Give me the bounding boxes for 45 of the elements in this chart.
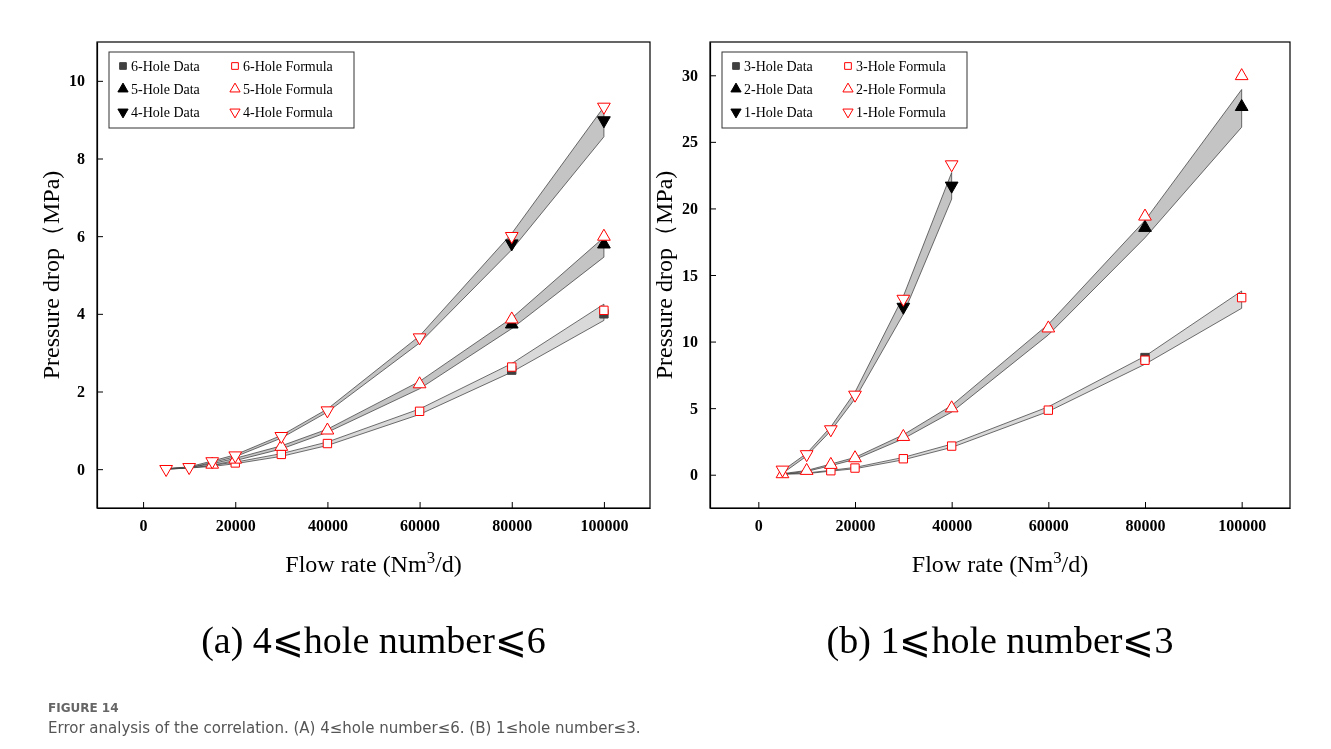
y-tick-label: 8 bbox=[77, 150, 85, 168]
y-tick-label: 10 bbox=[69, 72, 85, 90]
y-tick-label: 25 bbox=[682, 133, 698, 151]
y-tick-label: 6 bbox=[77, 227, 85, 245]
legend-label: 3-Hole Data bbox=[744, 59, 814, 74]
y-tick-label: 2 bbox=[77, 383, 85, 401]
legend-label: 6-Hole Formula bbox=[243, 59, 334, 74]
legend-label: 1-Hole Formula bbox=[856, 105, 947, 120]
y-tick-label: 30 bbox=[682, 66, 698, 84]
x-tick-label: 80000 bbox=[1125, 517, 1166, 535]
x-tick-label: 80000 bbox=[492, 517, 533, 535]
legend-label: 1-Hole Data bbox=[744, 105, 814, 120]
legend-label: 4-Hole Formula bbox=[243, 105, 334, 120]
x-tick-label: 40000 bbox=[307, 517, 348, 535]
y-tick-label: 0 bbox=[77, 460, 85, 478]
x-tick-label: 100000 bbox=[580, 517, 629, 535]
y-tick-label: 4 bbox=[77, 305, 85, 323]
x-tick-label: 40000 bbox=[932, 517, 973, 535]
y-tick-label: 5 bbox=[690, 399, 698, 417]
y-tick-label: 10 bbox=[682, 333, 698, 351]
legend-label: 2-Hole Formula bbox=[856, 82, 947, 97]
x-tick-label: 100000 bbox=[1218, 517, 1267, 535]
text: Error analysis of the correlation. (A) 4≤hole number≤6. (B) 1≤hole number≤3. bbox=[48, 719, 641, 737]
y-tick-label: 0 bbox=[690, 466, 698, 484]
legend-label: 4-Hole Data bbox=[131, 105, 201, 120]
x-tick-label: 0 bbox=[754, 517, 763, 535]
x-tick-label: 60000 bbox=[400, 517, 441, 535]
x-tick-label: 60000 bbox=[1028, 517, 1069, 535]
x-axis-title: Flow rate (Nm$^{3}$/d) bbox=[285, 547, 462, 577]
y-axis-title: Pressure drop（MPa) bbox=[38, 170, 64, 380]
text: (b) 1⩽hole number⩽3 bbox=[826, 619, 1174, 662]
x-axis-title: Flow rate (Nm$^{3}$/d) bbox=[911, 547, 1089, 577]
y-axis-title: Pressure drop（MPa) bbox=[651, 170, 677, 380]
legend-label: 3-Hole Formula bbox=[856, 59, 947, 74]
x-tick-label: 0 bbox=[139, 517, 148, 535]
legend-label: 6-Hole Data bbox=[131, 59, 201, 74]
legend-label: 5-Hole Data bbox=[131, 82, 201, 97]
y-tick-label: 15 bbox=[682, 266, 698, 284]
legend-label: 5-Hole Formula bbox=[243, 82, 334, 97]
caption: FIGURE 14 bbox=[48, 701, 119, 715]
y-tick-label: 20 bbox=[682, 200, 698, 218]
text: (a) 4⩽hole number⩽6 bbox=[201, 619, 546, 662]
x-tick-label: 20000 bbox=[835, 517, 876, 535]
x-tick-label: 20000 bbox=[215, 517, 256, 535]
legend-label: 2-Hole Data bbox=[744, 82, 814, 97]
